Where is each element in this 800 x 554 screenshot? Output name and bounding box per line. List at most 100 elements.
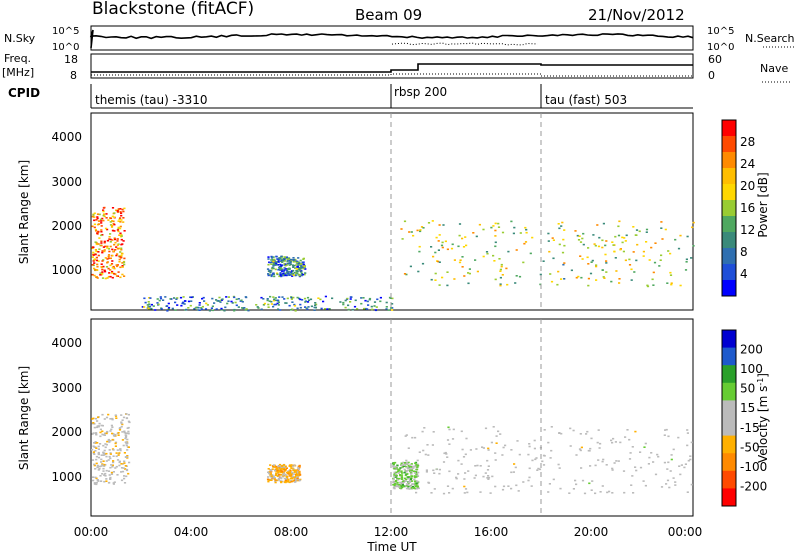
echo-cell <box>395 466 398 469</box>
echo-cell <box>651 278 654 281</box>
echo-cell <box>416 229 419 232</box>
echo-cell <box>296 473 299 476</box>
echo-cell <box>550 449 553 452</box>
echo-cell <box>347 304 350 307</box>
echo-cell <box>300 274 303 277</box>
echo-cell <box>237 298 240 300</box>
echo-cell <box>430 492 433 494</box>
echo-cell <box>581 479 585 482</box>
echo-cell <box>148 305 152 308</box>
echo-cell <box>210 307 213 309</box>
echo-cell <box>292 259 295 262</box>
echo-cell <box>275 465 278 468</box>
echo-cell <box>123 207 126 210</box>
echo-cell <box>444 451 447 454</box>
echo-cell <box>272 466 275 468</box>
echo-cell <box>119 449 122 452</box>
echo-cell <box>507 250 510 253</box>
echo-cell <box>94 417 98 420</box>
echo-cell <box>412 470 415 473</box>
echo-cell <box>575 483 578 486</box>
echo-cell <box>127 432 130 435</box>
echo-cell <box>105 469 108 472</box>
echo-cell <box>245 296 248 299</box>
echo-cell <box>95 243 98 246</box>
echo-cell <box>366 300 369 303</box>
xtick-1200: 12:00 <box>374 525 409 539</box>
echo-cell <box>403 477 407 480</box>
echo-cell <box>670 454 673 456</box>
xtick-1600: 16:00 <box>474 525 509 539</box>
echo-cell <box>635 259 638 262</box>
echo-cell <box>92 417 95 420</box>
echo-cell <box>613 462 616 464</box>
echo-cell <box>104 446 107 449</box>
colorbar-swatch <box>722 330 736 349</box>
echo-cell <box>283 472 286 475</box>
echo-cell <box>286 472 290 475</box>
echo-cell <box>446 248 449 251</box>
cpid-segment-1: themis (tau) -3310 <box>95 93 208 107</box>
echo-cell <box>120 219 123 221</box>
echo-cell <box>402 481 405 483</box>
echo-cell <box>98 422 101 425</box>
echo-cell <box>552 257 555 260</box>
echo-cell <box>409 265 412 268</box>
echo-cell <box>116 211 119 213</box>
echo-cell <box>522 261 525 264</box>
echo-cell <box>95 462 98 465</box>
echo-cell <box>434 272 437 275</box>
echo-cell <box>219 301 222 303</box>
echo-cell <box>494 229 497 232</box>
echo-cell <box>285 270 288 272</box>
echo-cell <box>270 257 274 259</box>
echo-cell <box>102 246 105 248</box>
echo-cell <box>115 455 118 458</box>
echo-cell <box>634 430 637 433</box>
echo-cell <box>450 247 454 250</box>
echo-cell <box>92 214 95 216</box>
colorbar-swatch <box>722 216 736 233</box>
echo-cell <box>594 244 597 247</box>
echo-cell <box>274 481 277 484</box>
echo-cell <box>394 483 397 485</box>
echo-cell <box>482 475 485 478</box>
echo-cell <box>588 450 591 452</box>
echo-cell <box>639 466 643 469</box>
echo-cell <box>220 307 223 310</box>
echo-cell <box>116 474 119 476</box>
echo-cell <box>97 445 100 448</box>
echo-cell <box>685 261 688 263</box>
echo-cell <box>589 465 592 467</box>
velocity-ylabel: Slant Range [km] <box>17 366 31 470</box>
echo-cell <box>126 457 129 459</box>
echo-cell <box>234 301 237 304</box>
echo-cell <box>94 249 97 251</box>
echo-cell <box>495 442 498 444</box>
echo-cell <box>296 479 299 482</box>
echo-cell <box>127 413 130 416</box>
echo-cell <box>510 487 513 490</box>
echo-cell <box>108 272 111 274</box>
echo-cell <box>660 254 663 257</box>
echo-cell <box>291 301 294 303</box>
echo-cell <box>119 232 122 235</box>
echo-cell <box>638 230 641 233</box>
echo-cell <box>405 483 409 485</box>
echo-cell <box>301 261 304 264</box>
echo-cell <box>243 307 246 309</box>
echo-cell <box>310 305 313 308</box>
echo-cell <box>631 475 634 477</box>
echo-cell <box>273 303 276 306</box>
echo-cell <box>504 444 507 447</box>
echo-cell <box>115 209 118 212</box>
echo-cell <box>237 306 240 308</box>
echo-cell <box>91 264 94 266</box>
echo-cell <box>458 261 462 264</box>
echo-cell <box>599 442 602 445</box>
echo-cell <box>290 464 293 466</box>
echo-cell <box>457 245 460 248</box>
echo-cell <box>100 480 103 482</box>
echo-cell <box>558 432 561 434</box>
echo-cell <box>399 485 402 487</box>
